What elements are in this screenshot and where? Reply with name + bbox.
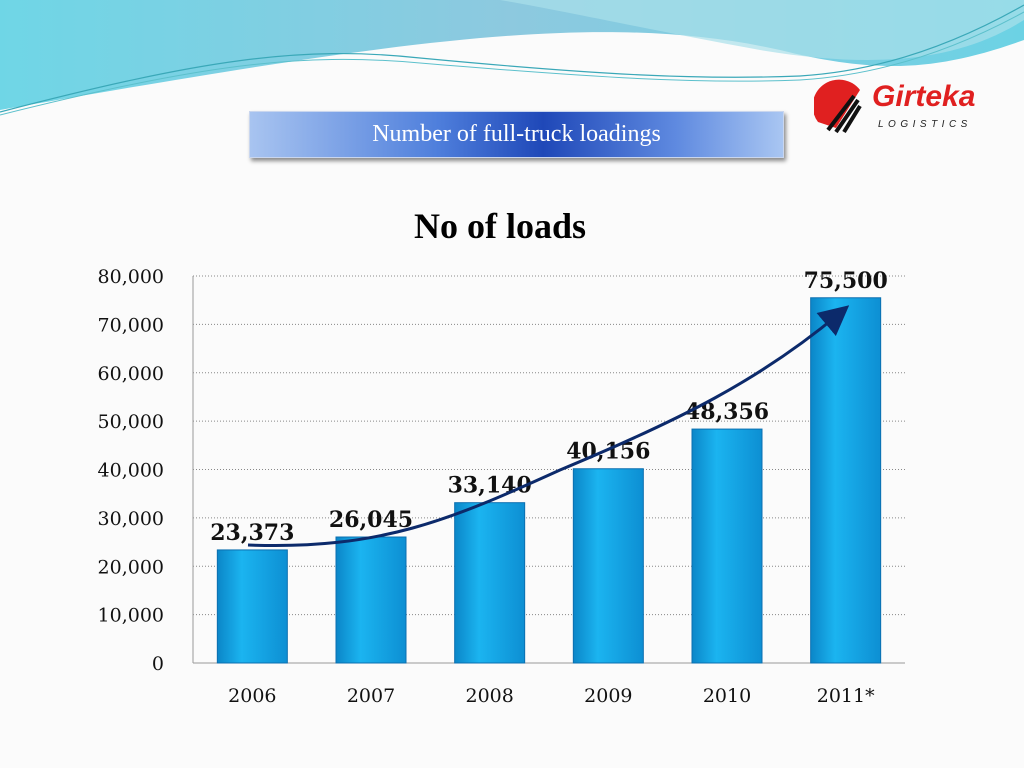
bar-2011 xyxy=(810,297,882,664)
x-tick-label: 2011* xyxy=(817,685,875,707)
logo-tagline: LOGISTICS xyxy=(878,119,972,130)
y-tick-label: 10,000 xyxy=(98,605,164,627)
data-label: 23,373 xyxy=(210,520,294,546)
slide-header-title: Number of full-truck loadings xyxy=(249,111,784,158)
bar-2008 xyxy=(454,502,526,664)
x-tick-label: 2008 xyxy=(465,685,513,707)
y-tick-label: 60,000 xyxy=(98,363,164,385)
trend-arrow xyxy=(247,305,850,548)
y-tick-label: 80,000 xyxy=(98,266,164,288)
y-tick-label: 0 xyxy=(152,653,164,675)
x-tick-label: 2009 xyxy=(584,685,632,707)
bar-2007 xyxy=(335,536,407,664)
x-tick-label: 2006 xyxy=(228,685,276,707)
data-label: 33,140 xyxy=(448,473,532,499)
data-label: 48,356 xyxy=(685,399,769,425)
y-tick-label: 30,000 xyxy=(98,508,164,530)
chart-title: No of loads xyxy=(413,206,587,246)
data-label: 26,045 xyxy=(329,507,413,533)
y-tick-label: 20,000 xyxy=(98,556,164,578)
logo-name: Girteka xyxy=(872,80,976,113)
y-tick-label: 70,000 xyxy=(98,314,164,336)
bar-2010 xyxy=(691,428,763,664)
x-tick-label: 2010 xyxy=(703,685,751,707)
data-label: 75,500 xyxy=(804,268,888,294)
bar-2006 xyxy=(216,549,288,664)
x-tick-label: 2007 xyxy=(347,685,395,707)
girteka-logo-icon xyxy=(814,79,862,134)
bar-2009 xyxy=(572,468,644,664)
y-tick-label: 40,000 xyxy=(98,460,164,482)
y-tick-label: 50,000 xyxy=(98,411,164,433)
